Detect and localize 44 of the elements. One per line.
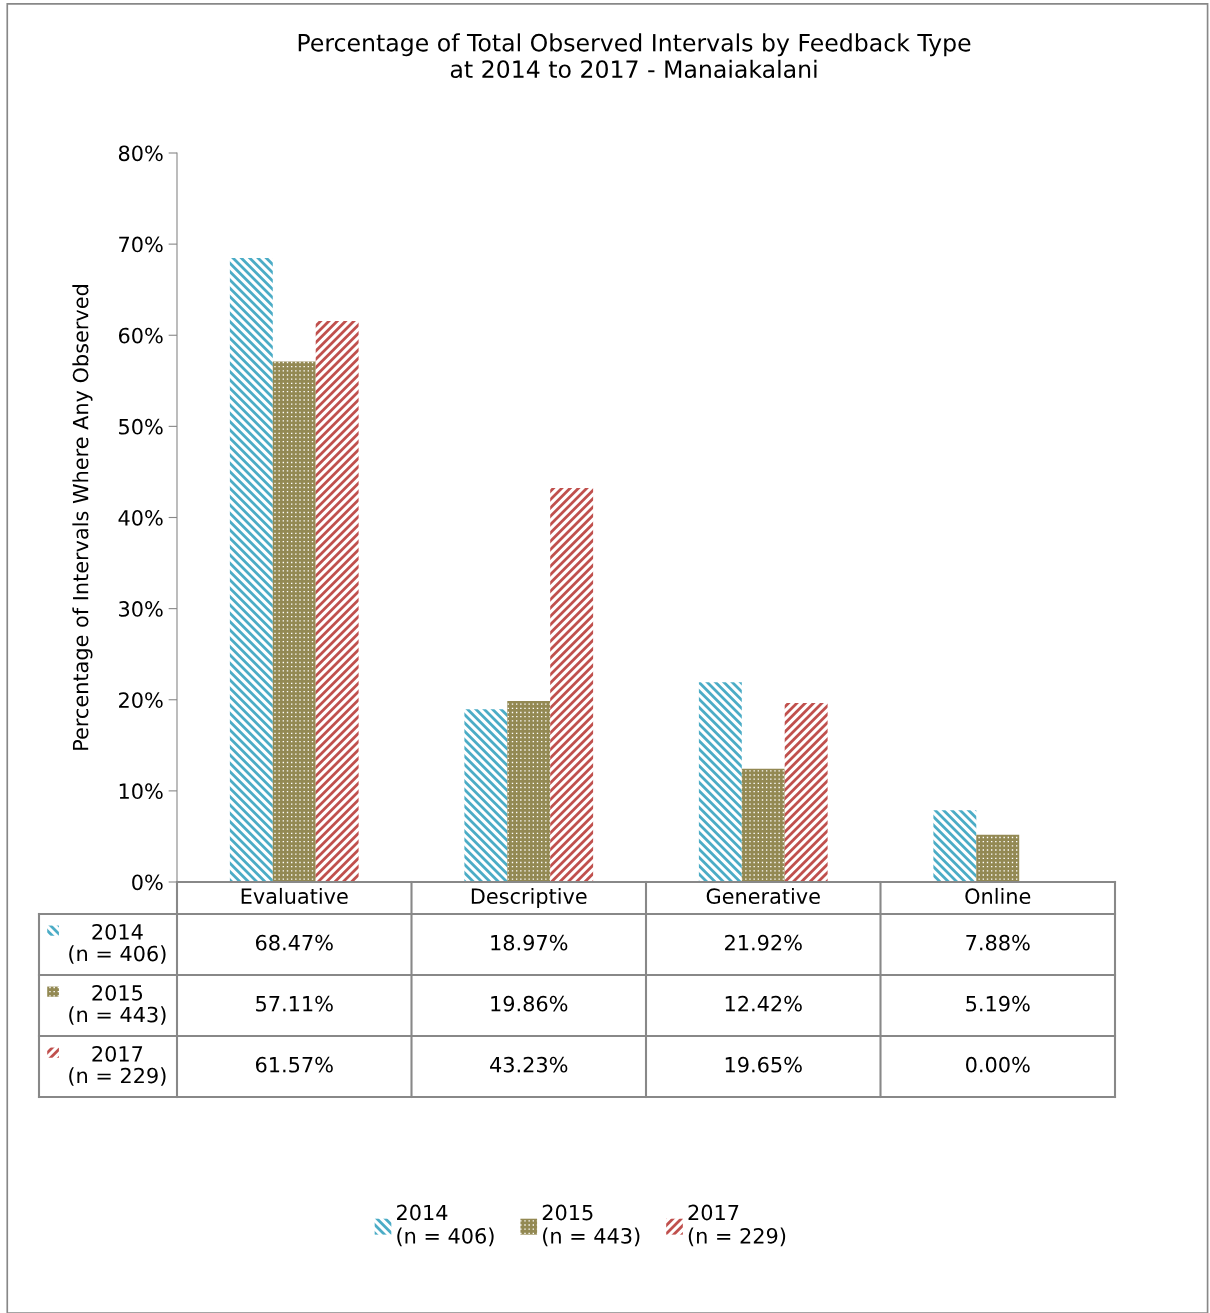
text: 2017 (n = 229) [688,1204,786,1247]
data-label: 57.11% [256,995,333,1012]
y-tick-label: 60% [118,327,163,344]
x-tick-label: Descriptive [471,887,587,909]
bar [741,768,785,882]
data-label: 21.92% [725,934,802,951]
data-label: 18.97% [491,934,568,951]
x-tick-label: Online [965,887,1031,905]
bar [315,320,359,882]
legend-label: 2015 (n = 443) [69,984,166,1025]
y-tick-label: 10% [119,783,163,800]
bar [698,682,742,882]
y-tick-label: 80% [118,145,163,162]
data-label: 12.42% [725,995,802,1012]
bar [507,701,551,882]
data-label: 61.57% [255,1056,333,1073]
data-label: 43.23% [490,1056,568,1073]
data-label: 7.88% [966,934,1030,951]
data-label: 0.00% [966,1056,1030,1073]
bar [550,488,594,882]
bar [272,361,316,882]
y-tick-label: 50% [119,418,163,435]
chart-title: Percentage of Total Observed Intervals by Feedback Type at 2014 to 2017 - Manaiakalani [298,33,971,79]
y-axis-title: Percentage of Intervals Where Any Observed [72,285,93,750]
data-label: 19.65% [725,1056,802,1073]
y-tick-label: 20% [119,692,163,708]
text: 2015 (n = 443) [542,1204,640,1247]
legend-label: 2014 (n = 406) [69,923,166,964]
data-label: 68.47% [255,934,333,951]
y-tick-label: 70% [119,236,163,253]
text: 2014 (n = 406) [397,1204,494,1247]
x-tick-label: Generative [706,887,820,905]
bar [229,258,273,882]
data-label: 19.86% [491,995,568,1012]
bar [976,834,1020,882]
data-label: 5.19% [966,995,1030,1012]
bar [464,709,508,882]
legend-label: 2017 (n = 229) [69,1045,166,1086]
x-tick-label: Evaluative [241,887,348,905]
y-tick-label: 30% [119,601,163,617]
bar [933,810,977,882]
bar [784,702,828,882]
y-tick-label: 40% [118,509,163,526]
y-tick-label: 0% [132,874,163,891]
